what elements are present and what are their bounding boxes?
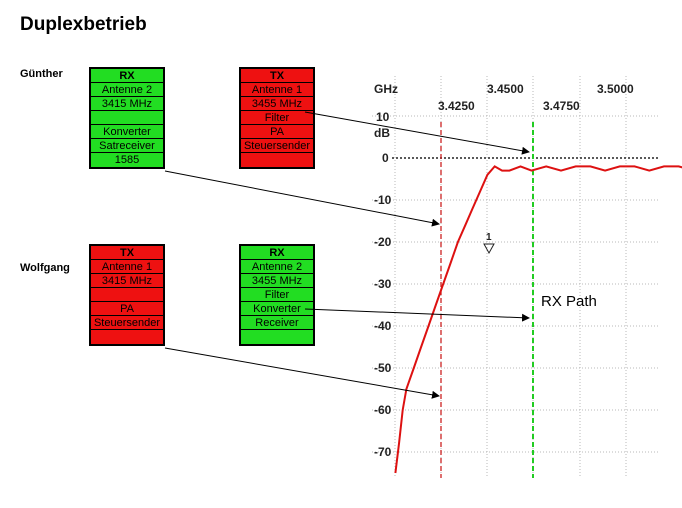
- box-header: TX: [241, 69, 313, 83]
- box-row: Konverter: [91, 125, 163, 139]
- box-row: PA: [241, 125, 313, 139]
- box-row: 3455 MHz: [241, 97, 313, 111]
- connector-arrow: [304, 111, 530, 155]
- box-header: TX: [91, 246, 163, 260]
- y-tick-label: -50: [374, 361, 392, 375]
- connector-arrow: [304, 308, 530, 322]
- box-row: [91, 330, 163, 344]
- station-name-wolfgang: Wolfgang: [20, 262, 70, 274]
- y-tick-label: 10: [376, 110, 390, 124]
- rx-path-annotation: RX Path: [541, 293, 597, 310]
- box-row: [241, 330, 313, 344]
- guenther-rx-box: RX Antenne 2 3415 MHz Konverter Satrecei…: [89, 67, 165, 169]
- box-row: 3415 MHz: [91, 274, 163, 288]
- box-row: Receiver: [241, 316, 313, 330]
- box-row: 3455 MHz: [241, 274, 313, 288]
- marker-triangle-icon: [483, 243, 495, 255]
- box-row: 3415 MHz: [91, 97, 163, 111]
- y-tick-label: -60: [374, 403, 392, 417]
- box-row: Antenne 2: [91, 83, 163, 97]
- box-header: RX: [241, 246, 313, 260]
- box-row: Antenne 2: [241, 260, 313, 274]
- box-row: 1585: [91, 153, 163, 167]
- y-tick-label: -40: [374, 319, 392, 333]
- x-tick-label-lower: 3.4750: [543, 99, 580, 113]
- y-tick-label: -70: [374, 445, 392, 459]
- box-row: Antenne 1: [91, 260, 163, 274]
- y-tick-label: -10: [374, 193, 392, 207]
- box-row: [91, 111, 163, 125]
- x-tick-label-upper: 3.5000: [597, 82, 634, 96]
- marker-label: 1: [486, 232, 492, 243]
- wolfgang-tx-box: TX Antenne 1 3415 MHz PA Steuersender: [89, 244, 165, 346]
- x-tick-label-upper: 3.4500: [487, 82, 524, 96]
- wolfgang-rx-box: RX Antenne 2 3455 MHz Filter Konverter R…: [239, 244, 315, 346]
- box-header: RX: [91, 69, 163, 83]
- page-title: Duplexbetrieb: [20, 14, 147, 35]
- box-row: PA: [91, 302, 163, 316]
- box-row: Satreceiver: [91, 139, 163, 153]
- x-unit-label: GHz: [374, 82, 398, 96]
- connector-arrow: [164, 170, 440, 227]
- box-row: Filter: [241, 111, 313, 125]
- box-row: Filter: [241, 288, 313, 302]
- box-row: [241, 153, 313, 167]
- y-tick-label: -30: [374, 277, 392, 291]
- box-row: Steuersender: [91, 316, 163, 330]
- y-unit-label: dB: [374, 126, 390, 140]
- connector-arrow: [164, 347, 440, 399]
- y-tick-label: 0: [382, 151, 389, 165]
- box-row: [91, 288, 163, 302]
- box-row: Antenne 1: [241, 83, 313, 97]
- x-tick-label-lower: 3.4250: [438, 99, 475, 113]
- box-row: Konverter: [241, 302, 313, 316]
- box-row: Steuersender: [241, 139, 313, 153]
- chart-grid: [372, 76, 658, 478]
- spectrum-curve: [394, 165, 682, 474]
- station-name-guenther: Günther: [20, 68, 63, 80]
- guenther-tx-box: TX Antenne 1 3455 MHz Filter PA Steuerse…: [239, 67, 315, 169]
- y-tick-label: -20: [374, 235, 392, 249]
